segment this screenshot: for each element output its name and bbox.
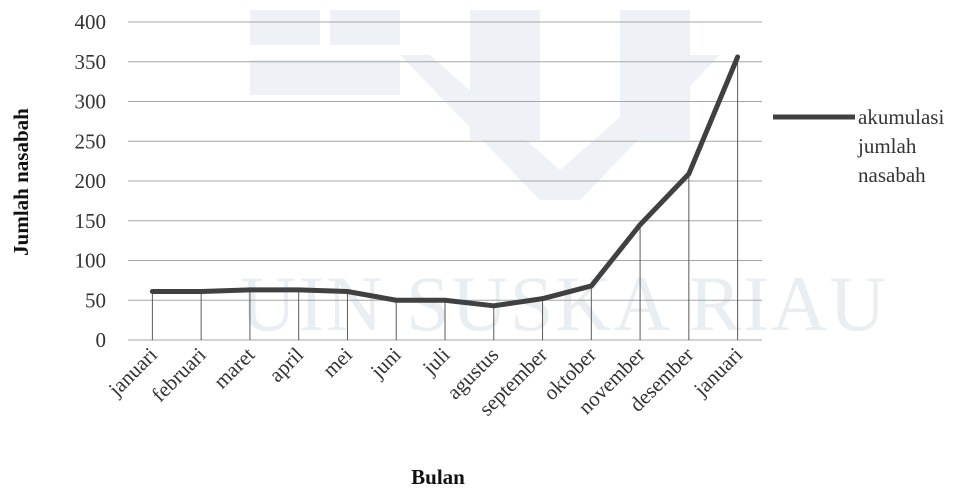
y-tick-label: 0 — [96, 328, 107, 352]
watermark-text: UIN SUSKA RIAU — [240, 260, 888, 347]
watermark: UIN SUSKA RIAU — [240, 10, 888, 347]
y-tick-label: 100 — [75, 249, 107, 273]
x-tick-label: april — [264, 342, 308, 386]
y-tick-label: 300 — [75, 90, 107, 114]
series-line-group — [149, 54, 741, 309]
legend: akumulasi jumlah nasabah — [773, 105, 950, 187]
y-tick-label: 150 — [75, 209, 107, 233]
legend-label: akumulasi jumlah nasabah — [857, 105, 950, 187]
y-tick-label: 400 — [75, 10, 107, 34]
watermark-logo — [250, 10, 720, 200]
legend-line-1: akumulasi — [858, 105, 944, 129]
x-tick-label: februari — [147, 342, 211, 406]
y-axis-title: Jumlah nasabah — [9, 108, 33, 256]
legend-line-3: nasabah — [858, 163, 926, 187]
y-tick-label: 200 — [75, 169, 107, 193]
y-tick-labels: 0 50 100 150 200 250 300 350 400 — [75, 10, 107, 352]
x-axis-title: Bulan — [411, 465, 465, 489]
x-tick-label: juli — [417, 342, 455, 380]
y-tick-label: 50 — [85, 288, 106, 312]
x-tick-label: mei — [318, 342, 357, 381]
x-tick-label: januari — [688, 342, 747, 401]
x-tick-label: juni — [365, 342, 406, 383]
y-tick-label: 350 — [75, 50, 107, 74]
drop-lines — [151, 56, 739, 340]
x-tick-label: maret — [209, 342, 260, 393]
legend-line-2: jumlah — [857, 134, 917, 158]
y-tick-label: 250 — [75, 129, 107, 153]
